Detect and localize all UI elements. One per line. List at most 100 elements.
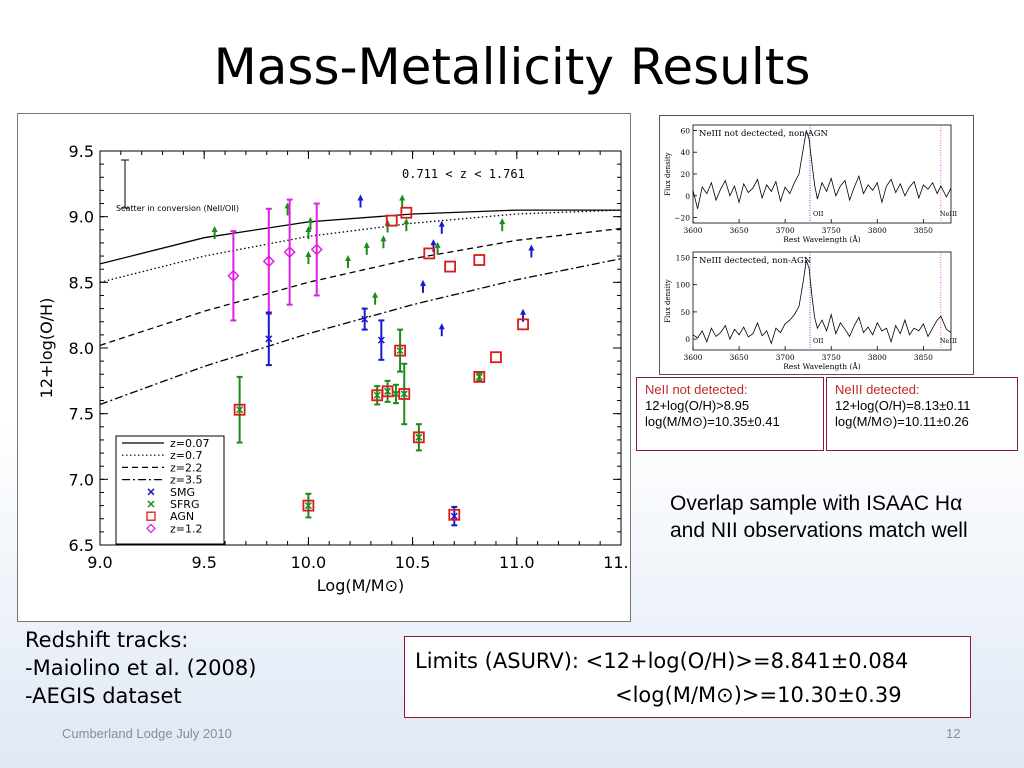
spectrum-x-tick-label: 3750: [822, 226, 841, 235]
spectrum-y-tick-label: 20: [680, 170, 690, 179]
footer-event: Cumberland Lodge July 2010: [62, 726, 232, 741]
spectrum-x-axis-label: Rest Wavelength (Å): [783, 362, 861, 371]
spectrum-annotation: NeIII dectected, non-AGN: [699, 256, 812, 266]
spectrum-line: [692, 260, 952, 345]
neiii-line-label: NeIII: [940, 210, 958, 218]
spectrum-y-axis-label: Flux density: [664, 152, 672, 196]
spectrum-x-tick-label: 3800: [868, 226, 887, 235]
legend-sfrg-marker: [147, 500, 155, 508]
sfrg-point: [396, 347, 404, 355]
x-axis-label: Log(M/M⊙): [317, 576, 404, 595]
smg-point: [377, 336, 385, 344]
legend-agn-marker: [146, 511, 156, 521]
x-tick-label: 9.5: [191, 553, 216, 572]
spectrum-x-tick-label: 3600: [683, 353, 702, 362]
spectrum-x-axis-label: Rest Wavelength (Å): [783, 235, 861, 244]
limit-arrow-head: [438, 323, 445, 330]
limits-line-2: <log(M/M⊙)>=10.30±0.39: [615, 683, 902, 707]
tracks-item: -AEGIS dataset: [25, 684, 182, 708]
spectra-chart: 3600 3650 3700 3750 3800 3850 −20 0 20 40 60 Rest W…: [664, 124, 958, 371]
agn-point: [448, 508, 461, 521]
agn-point: [473, 370, 486, 383]
spectrum-y-axis-label: Flux density: [664, 279, 672, 323]
spectrum-y-tick-label: 100: [676, 281, 691, 290]
limit-arrow-head: [357, 194, 364, 201]
limit-arrow-head: [344, 254, 351, 261]
limit-arrow-head: [380, 235, 387, 242]
overlap-note: Overlap sample with ISAAC Hα and NII obs…: [670, 492, 968, 542]
x-tick-label: 10.0: [291, 553, 327, 572]
y-tick-label: 7.5: [69, 405, 94, 424]
spectrum-annotation: NeIII not dectected, non-AGN: [699, 129, 829, 139]
y-tick-label: 8.0: [69, 339, 94, 358]
track-line: [99, 209, 621, 265]
smg-point: [361, 315, 369, 323]
mass-metallicity-plot-panel: 9.0 9.5 10.0 10.5 11.0 11.5 6.5 7.0 7.5 8.0 8.5 9.0…: [17, 113, 639, 622]
neii-info-box: NeII not detected: 12+log(O/H)>8.95 log(…: [636, 377, 824, 451]
x-tick-label: 9.0: [87, 553, 112, 572]
spectrum-frame: [692, 124, 952, 224]
spectrum-y-tick-label: 50: [680, 308, 690, 317]
limit-arrow-head: [307, 216, 314, 223]
neiii-mass: log(M/M⊙)=10.11±0.26: [835, 414, 969, 429]
legend-label: z=3.5: [170, 474, 202, 487]
limits-box: Limits (ASURV): <12+log(O/H)>=8.841±0.08…: [404, 636, 971, 718]
limit-arrow-head: [520, 308, 527, 315]
legend-label: z=0.7: [170, 449, 202, 462]
x-tick-label: 11.5: [603, 553, 630, 572]
redshift-annotation: 0.711 < z < 1.761: [402, 167, 525, 181]
limit-arrow-head: [363, 241, 370, 248]
spectra-panel: 3600 3650 3700 3750 3800 3850 −20 0 20 40 60 Rest W…: [659, 115, 974, 375]
y-tick-label: 8.5: [69, 273, 94, 292]
legend-frame: [115, 435, 225, 545]
z12-point: [227, 269, 240, 282]
x-tick-label: 10.5: [395, 553, 431, 572]
sfrg-point: [373, 391, 381, 399]
legend-smg-marker: [147, 488, 155, 496]
spectrum-x-tick-label: 3750: [822, 353, 841, 362]
agn-point: [444, 260, 457, 273]
spectrum-x-tick-label: 3650: [730, 353, 749, 362]
track-line: [99, 258, 622, 406]
limit-arrow-head: [305, 226, 312, 233]
spectrum-x-tick-label: 3700: [776, 353, 795, 362]
redshift-tracks-note: Redshift tracks: -Maiolino et al. (2008)…: [25, 626, 256, 710]
sfrg-point: [475, 373, 483, 381]
legend-label: z=2.2: [170, 461, 202, 474]
y-tick-label: 9.5: [69, 142, 94, 161]
y-tick-label: 9.0: [69, 208, 94, 227]
limit-arrow-head: [499, 218, 506, 225]
legend-label: AGN: [170, 510, 194, 523]
track-line: [99, 227, 622, 347]
agn-point: [517, 318, 529, 331]
agn-point: [381, 385, 394, 398]
agn-point: [302, 499, 315, 512]
agn-point: [412, 431, 425, 444]
neiii-metallicity: 12+log(O/H)=8.13±0.11: [835, 398, 971, 413]
limit-arrow-head: [403, 218, 410, 225]
spectrum-x-tick-label: 3800: [868, 353, 887, 362]
spectrum-x-tick-label: 3850: [914, 353, 933, 362]
slide-title: Mass-Metallicity Results: [213, 38, 811, 96]
limit-arrow-head: [528, 244, 535, 251]
legend-label: SMG: [170, 486, 195, 499]
legend-label: SFRG: [170, 498, 199, 511]
neii-metallicity: 12+log(O/H)>8.95: [645, 398, 750, 413]
legend-z12-marker: [146, 523, 156, 534]
agn-point: [490, 351, 502, 364]
track-line: [99, 209, 622, 283]
agn-point: [398, 388, 411, 400]
scatter-annotation: Scatter in conversion (NeII/OII): [116, 204, 239, 213]
smg-point: [265, 335, 273, 343]
neiii-line-label: NeIII: [940, 337, 958, 345]
agn-point: [233, 403, 246, 416]
tracks-heading: Redshift tracks:: [25, 628, 189, 652]
limit-arrow-head: [420, 279, 427, 286]
spectrum-x-tick-label: 3700: [776, 226, 795, 235]
agn-point: [394, 344, 406, 357]
oii-line-label: OII: [813, 210, 824, 218]
spectrum-x-tick-label: 3650: [730, 226, 749, 235]
spectrum-x-tick-label: 3600: [683, 226, 702, 235]
limit-arrow-head: [305, 251, 312, 258]
